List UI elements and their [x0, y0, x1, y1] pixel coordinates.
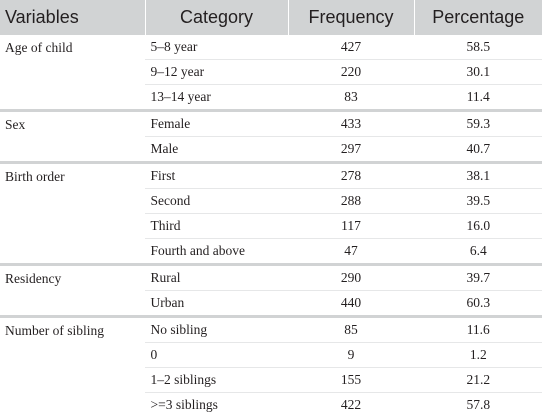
variable-cell: Birth order	[0, 163, 145, 265]
percentage-cell: 40.7	[414, 137, 542, 163]
table-header: Variables Category Frequency Percentage	[0, 0, 542, 35]
frequency-cell: 278	[288, 163, 414, 189]
percentage-cell: 11.6	[414, 317, 542, 343]
category-cell: 5–8 year	[145, 35, 288, 60]
variable-cell: Number of sibling	[0, 317, 145, 417]
category-cell: First	[145, 163, 288, 189]
frequency-cell: 155	[288, 368, 414, 393]
frequency-cell: 288	[288, 189, 414, 214]
category-cell: Fourth and above	[145, 239, 288, 265]
percentage-cell: 1.2	[414, 343, 542, 368]
percentage-cell: 16.0	[414, 214, 542, 239]
frequency-cell: 290	[288, 265, 414, 291]
percentage-cell: 59.3	[414, 111, 542, 137]
category-cell: Male	[145, 137, 288, 163]
variable-cell: Sex	[0, 111, 145, 163]
category-cell: >=3 siblings	[145, 393, 288, 417]
category-cell: Second	[145, 189, 288, 214]
header-category: Category	[145, 0, 288, 35]
category-cell: Urban	[145, 291, 288, 317]
header-frequency: Frequency	[288, 0, 414, 35]
header-row: Variables Category Frequency Percentage	[0, 0, 542, 35]
frequency-cell: 433	[288, 111, 414, 137]
frequency-cell: 440	[288, 291, 414, 317]
table-body: Age of child 5–8 year 427 58.5 9–12 year…	[0, 35, 542, 417]
variable-cell: Age of child	[0, 35, 145, 111]
percentage-cell: 11.4	[414, 85, 542, 111]
category-cell: 9–12 year	[145, 60, 288, 85]
percentage-cell: 39.7	[414, 265, 542, 291]
category-cell: Third	[145, 214, 288, 239]
table-row: Sex Female 433 59.3	[0, 111, 542, 137]
frequency-cell: 297	[288, 137, 414, 163]
percentage-cell: 57.8	[414, 393, 542, 417]
frequency-cell: 85	[288, 317, 414, 343]
percentage-cell: 60.3	[414, 291, 542, 317]
table-row: Residency Rural 290 39.7	[0, 265, 542, 291]
variable-cell: Residency	[0, 265, 145, 317]
percentage-cell: 21.2	[414, 368, 542, 393]
frequency-cell: 422	[288, 393, 414, 417]
percentage-cell: 39.5	[414, 189, 542, 214]
table-row: Number of sibling No sibling 85 11.6	[0, 317, 542, 343]
frequency-cell: 220	[288, 60, 414, 85]
frequency-cell: 427	[288, 35, 414, 60]
frequency-cell: 47	[288, 239, 414, 265]
percentage-cell: 58.5	[414, 35, 542, 60]
category-cell: No sibling	[145, 317, 288, 343]
percentage-cell: 30.1	[414, 60, 542, 85]
table-row: Age of child 5–8 year 427 58.5	[0, 35, 542, 60]
header-variables: Variables	[0, 0, 145, 35]
frequency-cell: 9	[288, 343, 414, 368]
header-percentage: Percentage	[414, 0, 542, 35]
frequency-cell: 83	[288, 85, 414, 111]
category-cell: 1–2 siblings	[145, 368, 288, 393]
percentage-cell: 6.4	[414, 239, 542, 265]
table-row: Birth order First 278 38.1	[0, 163, 542, 189]
frequency-cell: 117	[288, 214, 414, 239]
category-cell: Female	[145, 111, 288, 137]
category-cell: 13–14 year	[145, 85, 288, 111]
category-cell: 0	[145, 343, 288, 368]
percentage-cell: 38.1	[414, 163, 542, 189]
category-cell: Rural	[145, 265, 288, 291]
